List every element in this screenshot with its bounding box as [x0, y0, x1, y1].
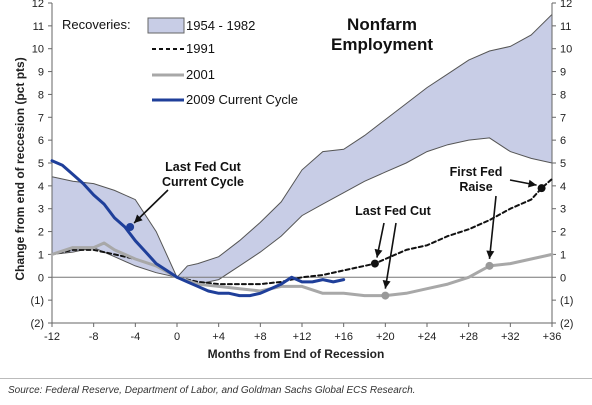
y-tick-label-left: 1	[38, 249, 44, 261]
y-tick-label-right: 12	[560, 0, 572, 10]
chart-title: Nonfarm Employment	[331, 15, 433, 54]
legend-label-band: 1954 - 1982	[186, 18, 255, 33]
x-tick-label: +36	[543, 331, 562, 343]
annotation-current-cycle-marker	[126, 223, 135, 231]
y-tick-label-left: (2)	[31, 318, 44, 330]
chart-title-line-2: Employment	[331, 35, 433, 54]
annotation-last-fed-cut-marker-2001	[381, 291, 390, 300]
annotation-first-fed-raise-arrow-2001-head	[486, 250, 495, 259]
x-axis-label: Months from End of Recession	[208, 347, 385, 361]
x-tick-label: +24	[418, 331, 437, 343]
annotation-current-cycle-line-2: Current Cycle	[162, 175, 244, 189]
series-line-2009	[50, 159, 346, 298]
annotation-first-fed-raise-arrow-1991-head	[527, 179, 537, 188]
annotation-last-fed-cut-marker-1991	[370, 259, 379, 268]
legend-swatch-band	[147, 17, 185, 34]
y-tick-label-left: 0	[38, 272, 44, 284]
annotation-first-fed-raise-line-1: First Fed	[450, 165, 503, 179]
y-tick-label-right: 1	[560, 249, 566, 261]
series-line-2001	[50, 241, 554, 298]
y-tick-label-right: (1)	[560, 295, 573, 307]
y-tick-label-right: 9	[560, 67, 566, 79]
y-tick-label-right: 8	[560, 89, 566, 101]
y-tick-label-left: 7	[38, 112, 44, 124]
y-tick-label-right: 2	[560, 227, 566, 239]
band-layer	[51, 13, 553, 285]
annotation-current-cycle-arrow-head	[134, 214, 143, 223]
y-tick-label-left: 12	[32, 0, 44, 10]
y-tick-label-left: 6	[38, 135, 44, 147]
y-tick-label-right: 3	[560, 204, 566, 216]
annotation-last-fed-cut-arrow-1991-head	[374, 248, 383, 258]
annotation-first-fed-raise-arrow-2001-shaft	[488, 195, 497, 259]
y-tick-label-left: (1)	[31, 295, 44, 307]
y-tick-label-right: 4	[560, 181, 566, 193]
annotation-last-fed-cut-label: Last Fed Cut	[355, 204, 432, 218]
x-tick-label: 0	[174, 331, 180, 343]
y-tick-label-left: 8	[38, 89, 44, 101]
x-tick-label: +12	[293, 331, 312, 343]
annotation-first-fed-raise-line-2: Raise	[459, 180, 492, 194]
legend-label-2009: 2009 Current Cycle	[186, 92, 298, 107]
source-divider	[0, 378, 592, 379]
x-tick-label: -12	[44, 331, 60, 343]
y-tick-label-left: 10	[32, 44, 44, 56]
y-axis-label: Change from end of reccesion (pct pts)	[13, 57, 27, 280]
x-tick-label: +32	[501, 331, 520, 343]
y-tick-label-right: 7	[560, 112, 566, 124]
y-tick-label-right: 6	[560, 135, 566, 147]
series-band-1954-1982	[51, 13, 553, 285]
legend-label-1991: 1991	[186, 41, 215, 56]
x-tick-label: +4	[212, 331, 225, 343]
y-tick-label-left: 2	[38, 227, 44, 239]
legend-label-2001: 2001	[186, 67, 215, 82]
y-tick-label-left: 3	[38, 204, 44, 216]
annotation-current-cycle-line-1: Last Fed Cut	[165, 160, 242, 174]
legend-title: Recoveries:	[62, 17, 131, 32]
y-tick-label-right: 10	[560, 44, 572, 56]
annotation-last-fed-cut-arrow-2001-head	[382, 280, 391, 289]
line-layer	[50, 159, 554, 298]
x-tick-label: -4	[130, 331, 140, 343]
y-tick-label-right: 5	[560, 158, 566, 170]
annotation-first-fed-raise-marker-2001	[485, 261, 494, 270]
legend: Recoveries: 1954 - 1982 1991 2001 2009 C…	[62, 17, 298, 107]
x-tick-label: +8	[254, 331, 267, 343]
y-tick-label-right: 11	[560, 21, 571, 33]
x-tick-label: +16	[334, 331, 353, 343]
x-tick-label: +28	[459, 331, 478, 343]
x-tick-label: +20	[376, 331, 395, 343]
source-note: Source: Federal Reserve, Department of L…	[8, 385, 416, 396]
y-tick-label-right: 0	[560, 272, 566, 284]
y-tick-label-left: 11	[33, 21, 44, 33]
annotation-first-fed-raise-marker-1991	[537, 184, 546, 193]
y-tick-label-left: 9	[38, 67, 44, 79]
y-tick-label-left: 5	[38, 158, 44, 170]
chart-title-line-1: Nonfarm	[347, 15, 417, 34]
x-tick-label: -8	[89, 331, 99, 343]
annotation-last-fed-cut-arrow-2001-shaft	[384, 222, 397, 289]
y-tick-label-left: 4	[38, 181, 44, 193]
y-tick-label-right: (2)	[560, 318, 573, 330]
